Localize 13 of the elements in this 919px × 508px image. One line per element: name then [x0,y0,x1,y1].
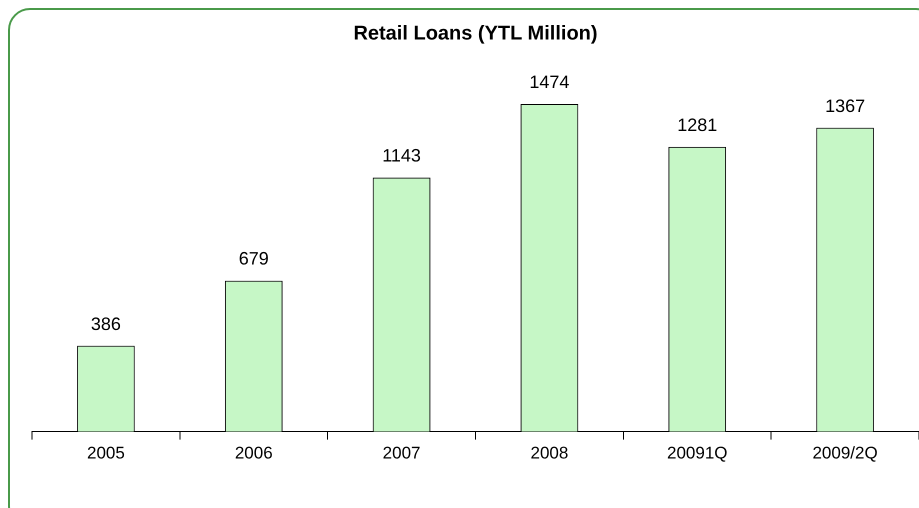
data-label: 1367 [825,96,866,116]
data-label: 1143 [382,146,421,166]
x-tick-label: 2009/2Q [812,443,878,462]
chart-title: Retail Loans (YTL Million) [353,22,598,45]
x-tick-label: 2007 [382,443,420,462]
data-label: 1474 [529,72,570,92]
x-tick-label: 2006 [234,443,273,462]
data-label: 679 [238,248,269,269]
x-tick-label: 20091Q [667,443,728,462]
data-label: 386 [90,314,121,334]
data-label: 1281 [677,114,718,135]
x-tick-label: 2008 [530,443,568,462]
x-tick-label: 2005 [87,443,125,462]
